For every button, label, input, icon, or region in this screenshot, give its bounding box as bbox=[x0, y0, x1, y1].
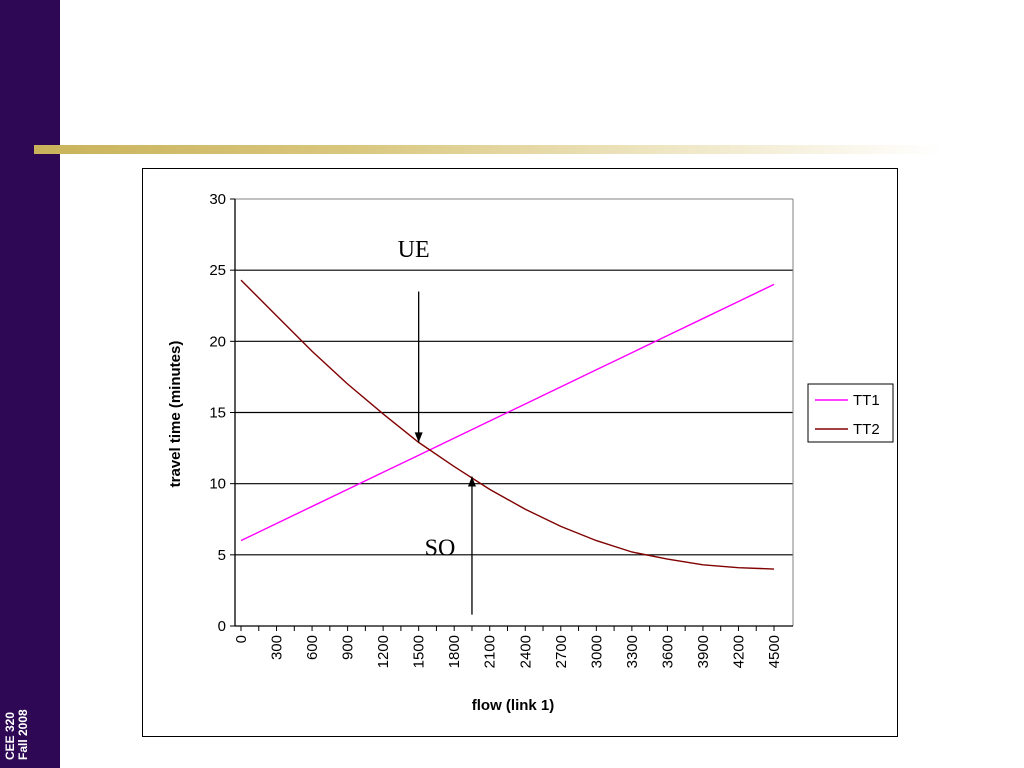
x-tick-label-1800: 1800 bbox=[446, 635, 463, 668]
x-tick-label-4500: 4500 bbox=[766, 635, 783, 668]
legend-label-tt1: TT1 bbox=[853, 392, 880, 409]
title-accent-line bbox=[34, 145, 944, 154]
y-tick-label-20: 20 bbox=[209, 333, 226, 350]
grid-lines bbox=[235, 269, 793, 556]
chart-frame: 0 5 10 15 20 25 30 0 300 600 900 1200 1500 1800 2100 24… bbox=[142, 168, 898, 737]
legend-label-tt2: TT2 bbox=[853, 421, 880, 438]
x-tick-label-4200: 4200 bbox=[730, 635, 747, 668]
x-axis-label: flow (link 1) bbox=[472, 697, 555, 714]
arrow-ue-head bbox=[414, 432, 423, 443]
series-line-tt2 bbox=[240, 279, 775, 570]
footer-label: CEE 320 Fall 2008 bbox=[3, 690, 48, 760]
y-tick-label-5: 5 bbox=[218, 547, 226, 564]
legend: TT1 TT2 bbox=[807, 383, 894, 443]
annotation-ue: UE bbox=[398, 237, 430, 263]
x-tick-label-3600: 3600 bbox=[659, 635, 676, 668]
y-tick-label-0: 0 bbox=[218, 618, 226, 635]
y-tick-label-15: 15 bbox=[209, 405, 226, 422]
legend-box bbox=[807, 383, 894, 443]
x-tick-label-2700: 2700 bbox=[553, 635, 570, 668]
x-tick-label-0: 0 bbox=[233, 635, 250, 643]
y-axis-label: travel time (minutes) bbox=[167, 341, 184, 488]
annotation-so: SO bbox=[425, 536, 456, 562]
x-tick-label-300: 300 bbox=[269, 635, 286, 660]
side-bar: CEE 320 Fall 2008 bbox=[0, 0, 60, 768]
x-tick-label-1500: 1500 bbox=[411, 635, 428, 668]
arrow-so-head bbox=[467, 476, 476, 487]
x-tick-label-900: 900 bbox=[340, 635, 357, 660]
x-tick-label-3300: 3300 bbox=[624, 635, 641, 668]
x-tick-label-3900: 3900 bbox=[695, 635, 712, 668]
footer-term: Fall 2008 bbox=[16, 709, 30, 760]
series-line-tt1 bbox=[240, 283, 775, 542]
x-tick-label-1200: 1200 bbox=[375, 635, 392, 668]
y-tick-label-10: 10 bbox=[209, 476, 226, 493]
x-tick-label-2100: 2100 bbox=[482, 635, 499, 668]
annotations: UE SO bbox=[398, 237, 476, 615]
x-tick-label-3000: 3000 bbox=[588, 635, 605, 668]
y-tick-label-30: 30 bbox=[209, 191, 226, 208]
series-lines bbox=[240, 279, 775, 570]
y-tick-label-25: 25 bbox=[209, 262, 226, 279]
x-tick-label-600: 600 bbox=[304, 635, 321, 660]
x-tick-label-2400: 2400 bbox=[517, 635, 534, 668]
